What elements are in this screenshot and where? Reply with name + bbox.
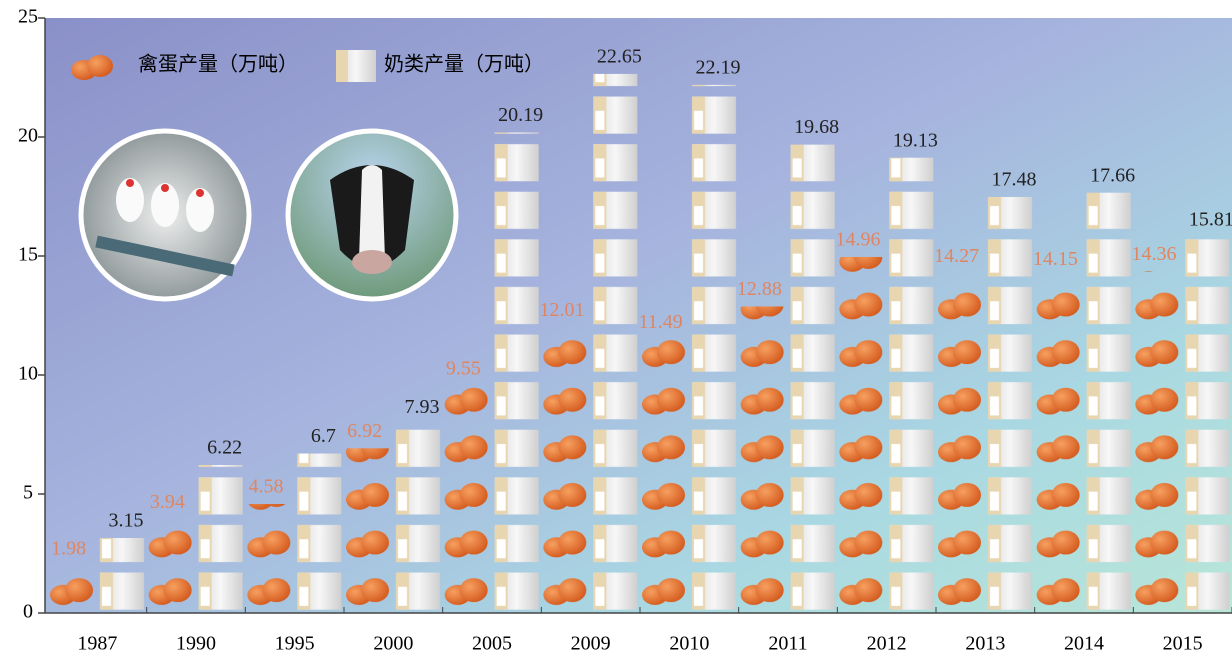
x-tick-label: 1987 bbox=[77, 633, 117, 655]
value-label: 15.81 bbox=[1189, 208, 1232, 230]
chart: 禽蛋产量（万吨） 奶类产量（万吨） 0 5 10 15 20 25 1987 1.98 3.15… bbox=[0, 0, 1232, 657]
egg-column bbox=[541, 327, 590, 613]
hen-photo bbox=[81, 131, 249, 299]
x-tick-label: 1990 bbox=[176, 633, 216, 655]
y-tick-label: 20 bbox=[18, 125, 38, 147]
value-label: 6.7 bbox=[311, 425, 336, 447]
x-tick-label: 2013 bbox=[965, 633, 1005, 655]
milk-column bbox=[97, 538, 146, 613]
x-tick-label: 2000 bbox=[373, 633, 413, 655]
egg-column bbox=[1133, 271, 1182, 613]
egg-column bbox=[344, 448, 393, 613]
value-label: 14.96 bbox=[836, 229, 881, 251]
egg-column bbox=[640, 340, 689, 613]
x-tick-label: 2012 bbox=[867, 633, 907, 655]
egg-column bbox=[1035, 276, 1084, 613]
legend-carton-icon bbox=[336, 50, 376, 82]
x-tick-label: 2005 bbox=[472, 633, 512, 655]
value-label: 14.27 bbox=[934, 245, 979, 267]
milk-column bbox=[1183, 237, 1232, 613]
y-tick-label: 10 bbox=[18, 363, 38, 385]
value-label: 11.49 bbox=[639, 311, 683, 333]
milk-column bbox=[1084, 193, 1133, 613]
value-label: 12.01 bbox=[540, 299, 585, 321]
value-label: 17.48 bbox=[992, 169, 1037, 191]
x-tick-label: 2011 bbox=[768, 633, 807, 655]
milk-column bbox=[788, 145, 837, 613]
value-label: 22.65 bbox=[597, 46, 642, 68]
x-tick-label: 2009 bbox=[571, 633, 611, 655]
value-label: 7.93 bbox=[405, 396, 440, 418]
milk-column bbox=[393, 424, 442, 613]
value-label: 12.88 bbox=[737, 278, 782, 300]
value-label: 14.15 bbox=[1033, 248, 1078, 270]
value-label: 22.19 bbox=[696, 56, 741, 78]
value-label: 20.19 bbox=[498, 104, 543, 126]
y-tick-label: 0 bbox=[23, 601, 33, 623]
value-label: 19.68 bbox=[794, 116, 839, 138]
egg-column bbox=[147, 519, 196, 613]
milk-column bbox=[295, 454, 344, 613]
x-tick-label: 2015 bbox=[1163, 633, 1203, 655]
egg-column bbox=[837, 257, 886, 613]
value-label: 9.55 bbox=[446, 357, 481, 379]
egg-column bbox=[443, 386, 492, 613]
milk-column bbox=[591, 74, 640, 613]
y-tick-label: 15 bbox=[18, 244, 38, 266]
cow-photo bbox=[288, 131, 456, 299]
value-label: 19.13 bbox=[893, 129, 938, 151]
legend-label: 禽蛋产量（万吨） bbox=[138, 53, 298, 76]
milk-column bbox=[887, 158, 936, 613]
egg-column bbox=[739, 306, 788, 613]
egg-column bbox=[245, 504, 294, 613]
y-tick-label: 5 bbox=[23, 482, 33, 504]
legend-label: 奶类产量（万吨） bbox=[384, 53, 544, 76]
egg-column bbox=[936, 273, 985, 613]
value-label: 4.58 bbox=[249, 476, 284, 498]
milk-column bbox=[689, 85, 738, 613]
milk-column bbox=[985, 197, 1034, 613]
value-label: 6.22 bbox=[207, 437, 242, 459]
egg-column bbox=[48, 566, 97, 613]
x-tick-label: 2010 bbox=[669, 633, 709, 655]
x-tick-label: 1995 bbox=[275, 633, 315, 655]
y-tick-label: 25 bbox=[18, 6, 38, 28]
value-label: 1.98 bbox=[51, 537, 86, 559]
value-label: 17.66 bbox=[1090, 164, 1135, 186]
value-label: 6.92 bbox=[347, 420, 382, 442]
value-label: 3.15 bbox=[109, 510, 144, 532]
milk-column bbox=[492, 132, 541, 613]
value-label: 3.94 bbox=[150, 491, 185, 513]
milk-column bbox=[196, 465, 245, 613]
x-tick-label: 2014 bbox=[1064, 633, 1104, 655]
value-label: 14.36 bbox=[1132, 243, 1177, 265]
